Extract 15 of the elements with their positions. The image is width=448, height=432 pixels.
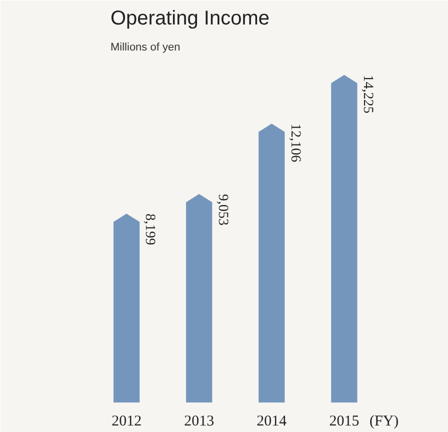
data-label: 14,225 (360, 74, 375, 114)
x-tick-label: 2015 (329, 414, 360, 430)
data-label: 8,199 (142, 214, 158, 246)
data-label: 12,106 (287, 124, 302, 162)
bar (114, 214, 140, 402)
bar (331, 74, 358, 402)
x-tick-label: 2012 (112, 414, 142, 430)
bar (258, 124, 285, 402)
chart-title: Operating Income (110, 8, 270, 30)
x-tick-label: 2013 (184, 414, 214, 430)
data-label: 9,053 (214, 194, 230, 226)
bar (186, 194, 212, 402)
y-axis-title: Millions of yen (110, 42, 180, 54)
x-tick-label: 2014 (256, 414, 288, 430)
x-axis-title: (FY) (370, 414, 399, 430)
